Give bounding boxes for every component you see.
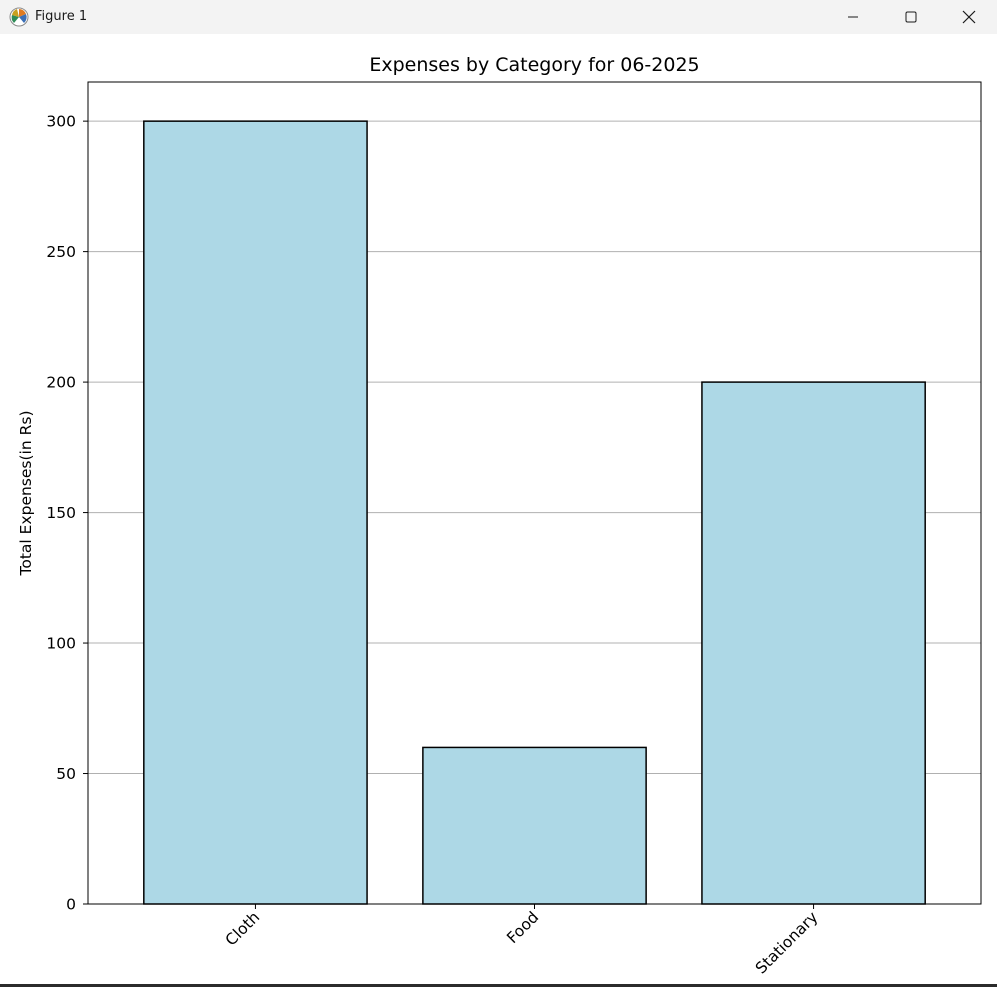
y-ticks: 0 50 100 150 200 250 300 [46,113,88,914]
y-tick-label: 150 [46,504,76,522]
y-axis-label: Total Expenses(in Rs) [17,411,35,577]
y-tick-label: 50 [56,765,76,783]
y-tick-label: 100 [46,635,76,653]
bar-food [422,746,647,905]
window-title: Figure 1 [35,9,88,24]
bar-stationary [701,381,926,905]
close-icon [962,10,976,24]
bar-cloth [143,120,368,905]
y-tick-label: 200 [46,374,76,392]
maximize-icon [905,11,917,23]
chart-title: Expenses by Category for 06-2025 [369,54,699,76]
bars [143,120,926,905]
x-tick-label: Food [503,908,542,947]
minimize-button[interactable] [824,0,882,34]
close-button[interactable] [940,0,997,34]
window-bottom-border [0,984,997,987]
maximize-button[interactable] [882,0,940,34]
y-tick-label: 250 [46,243,76,261]
bar-chart: 0 50 100 150 200 250 300 Cloth Food Stationary E… [17,54,982,978]
title-bar: Figure 1 [0,0,997,34]
x-tick-label: Stationary [752,908,821,977]
minimize-icon [848,16,858,18]
x-tick-label: Cloth [222,908,263,949]
y-tick-label: 300 [46,113,76,131]
y-tick-label: 0 [66,896,76,914]
x-ticks: Cloth Food Stationary [222,904,821,978]
matplotlib-logo-icon [9,7,29,27]
